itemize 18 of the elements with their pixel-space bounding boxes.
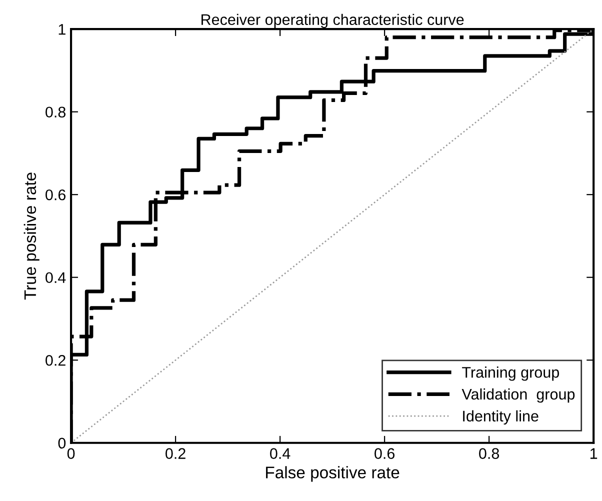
- y-tick-label: 1: [58, 24, 66, 35]
- x-tick-label: 0.2: [166, 448, 186, 459]
- legend-label: Training group: [462, 366, 560, 381]
- x-tick-label: 0.6: [374, 448, 395, 459]
- x-axis-title: False positive rate: [266, 466, 400, 482]
- x-tick-label: 0: [67, 448, 75, 459]
- x-tick-label: 1: [590, 448, 598, 459]
- legend-label: Validation group: [462, 388, 575, 403]
- y-tick-label: 0.4: [46, 272, 66, 284]
- legend-label: Identity line: [463, 410, 538, 425]
- y-axis-title: True positive rate: [24, 172, 40, 300]
- y-tick-label: 0.2: [46, 354, 66, 366]
- y-tick-label: 0.8: [46, 106, 66, 118]
- y-tick-label: 0.6: [46, 189, 66, 200]
- y-tick-label: 0: [58, 438, 66, 449]
- chart-title: Receiver operating characteristic curve: [202, 14, 464, 28]
- x-tick-label: 0.8: [479, 448, 500, 459]
- x-tick-label: 0.4: [270, 448, 290, 459]
